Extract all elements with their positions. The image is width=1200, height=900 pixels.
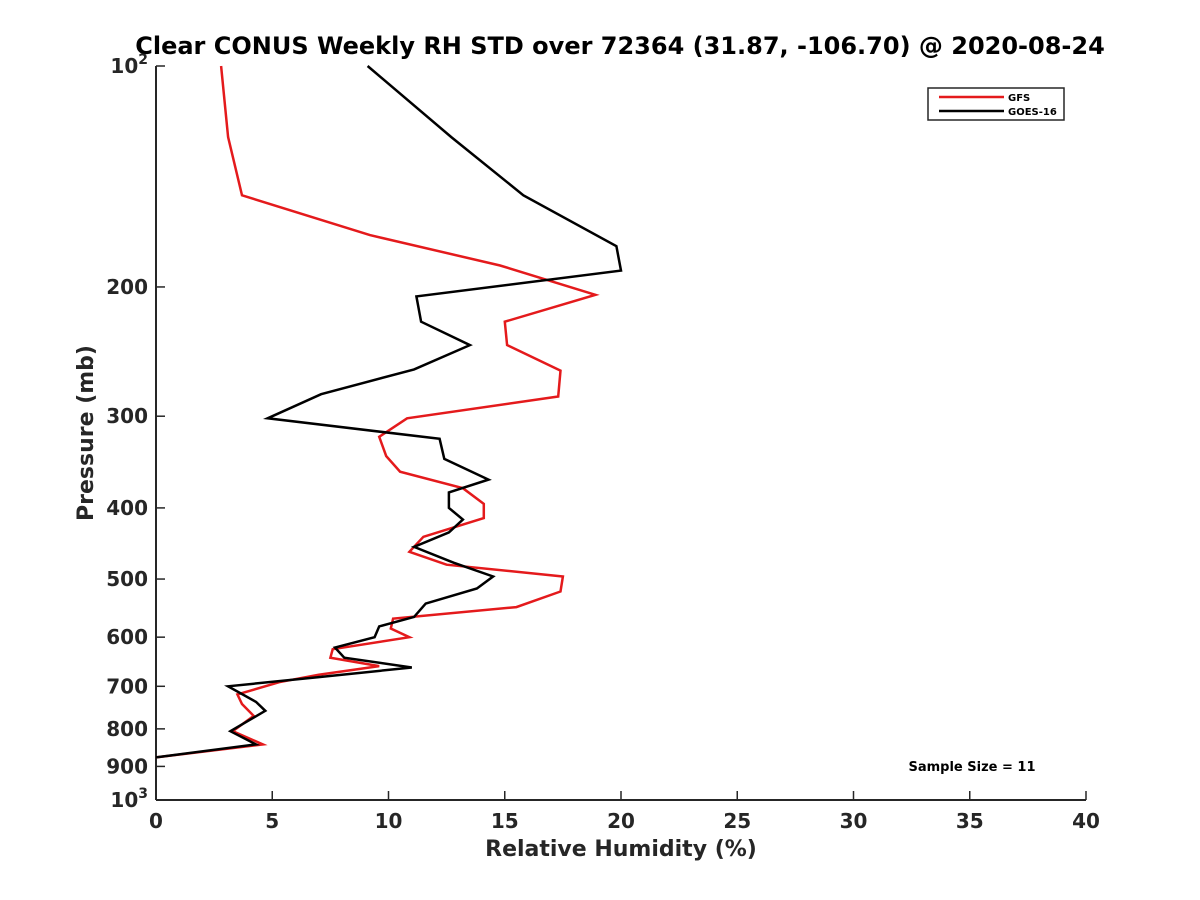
y-tick-label: 400 — [106, 496, 148, 520]
x-tick-label: 10 — [375, 809, 403, 833]
x-tick-label: 15 — [491, 809, 519, 833]
y-tick-label: 700 — [106, 674, 148, 698]
y-axis-label: Pressure (mb) — [74, 345, 99, 521]
y-tick-label: 200 — [106, 275, 148, 299]
x-tick-label: 20 — [607, 809, 635, 833]
y-axis-ticks: 102 200 300 400 500 600 700 800 900 103 — [106, 52, 165, 812]
legend-label-goes16: GOES-16 — [1008, 107, 1057, 118]
chart-title: Clear CONUS Weekly RH STD over 72364 (31… — [135, 32, 1105, 60]
series-lines — [155, 65, 623, 759]
x-axis-ticks: 0 5 10 15 20 25 30 35 40 — [149, 791, 1100, 833]
x-tick-label: 25 — [723, 809, 751, 833]
y-tick-label: 600 — [106, 625, 148, 649]
legend-label-gfs: GFS — [1008, 93, 1030, 104]
legend: GFS GOES-16 — [927, 87, 1065, 121]
x-tick-label: 30 — [840, 809, 868, 833]
series-line-goes16 — [155, 65, 623, 759]
y-tick-label: 500 — [106, 567, 148, 591]
series-line-gfs — [155, 65, 600, 759]
sample-size-annotation: Sample Size = 11 — [908, 760, 1035, 775]
x-tick-label: 0 — [149, 809, 163, 833]
x-tick-label: 40 — [1072, 809, 1100, 833]
y-tick-label: 103 — [110, 786, 148, 812]
legend-box — [927, 87, 1065, 121]
y-tick-label: 800 — [106, 717, 148, 741]
plot-area: 0 5 10 15 20 25 30 35 40 102 200 300 400 500 600 700 80… — [106, 52, 1100, 833]
y-tick-label: 102 — [110, 52, 148, 78]
x-axis-label: Relative Humidity (%) — [485, 837, 757, 862]
x-tick-label: 35 — [956, 809, 984, 833]
y-tick-label: 300 — [106, 404, 148, 428]
x-tick-label: 5 — [265, 809, 279, 833]
y-tick-label: 900 — [106, 754, 148, 778]
